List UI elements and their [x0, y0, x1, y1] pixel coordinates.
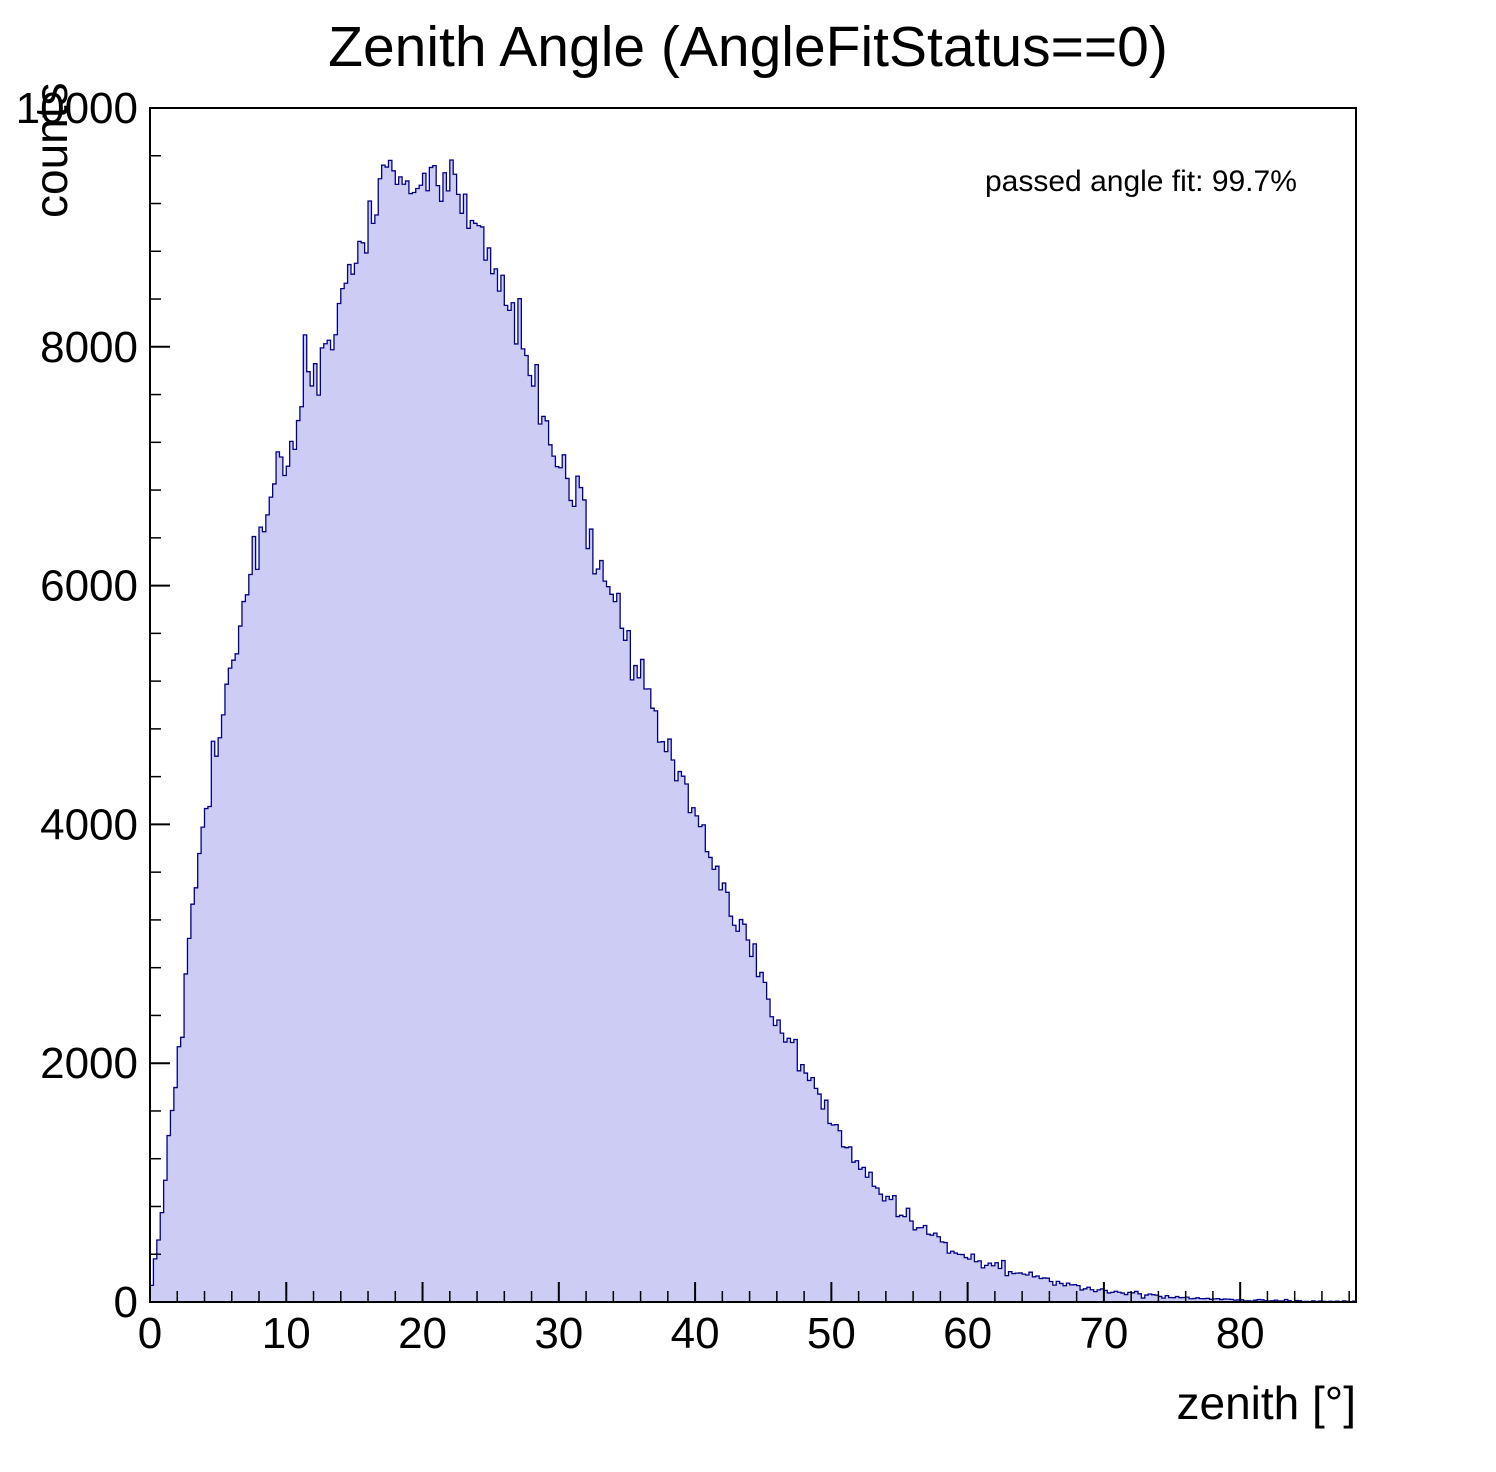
x-tick-label: 10 — [262, 1309, 311, 1358]
x-tick-label: 0 — [138, 1309, 162, 1358]
y-tick-label: 8000 — [40, 323, 138, 372]
y-tick-label: 10000 — [16, 84, 138, 133]
x-tick-label: 60 — [943, 1309, 992, 1358]
histogram-fill — [150, 160, 1356, 1302]
y-tick-label: 0 — [114, 1278, 138, 1327]
y-tick-label: 4000 — [40, 800, 138, 849]
x-axis-title: zenith [°] — [1176, 1377, 1357, 1429]
x-tick-label: 20 — [398, 1309, 447, 1358]
x-tick-label: 50 — [807, 1309, 856, 1358]
x-tick-label: 80 — [1216, 1309, 1265, 1358]
histogram-outline — [149, 159, 1357, 1303]
y-tick-label: 6000 — [40, 562, 138, 611]
passed-angle-fit-annotation: passed angle fit: 99.7% — [985, 165, 1297, 198]
chart-title: Zenith Angle (AngleFitStatus==0) — [328, 15, 1168, 79]
x-tick-label: 40 — [671, 1309, 720, 1358]
y-tick-label: 2000 — [40, 1039, 138, 1088]
x-tick-label: 30 — [534, 1309, 583, 1358]
x-tick-label: 70 — [1079, 1309, 1128, 1358]
plot-frame — [149, 107, 1357, 1303]
